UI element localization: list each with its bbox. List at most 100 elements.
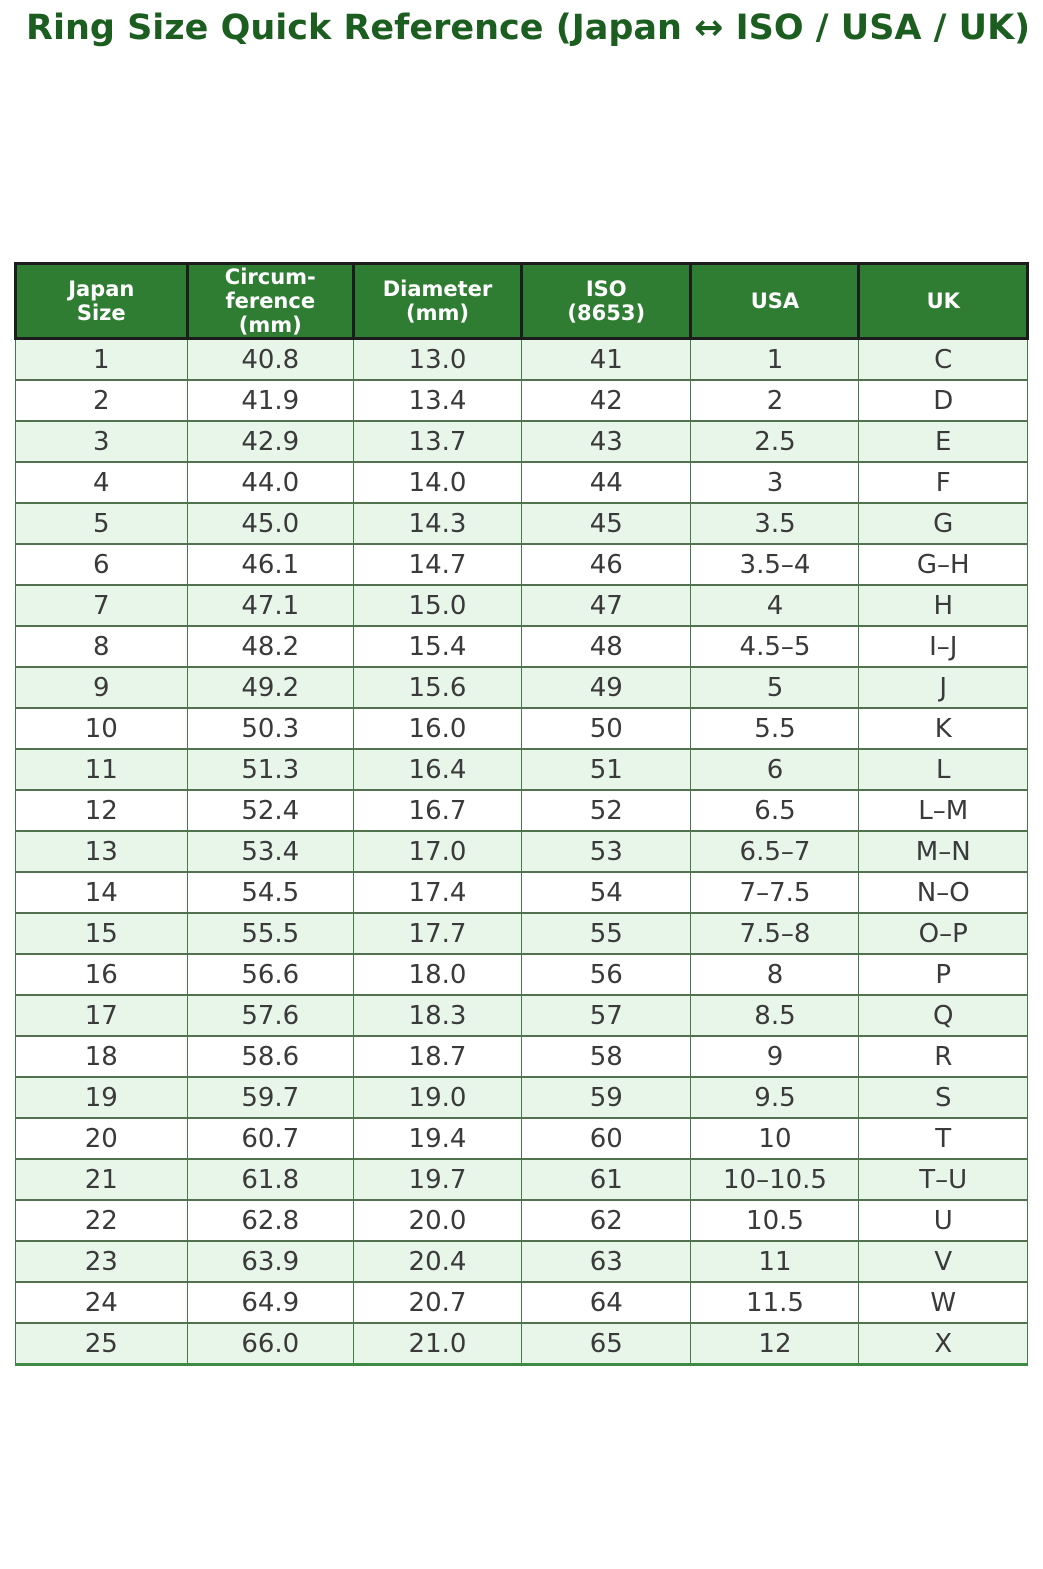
table-row: 19 59.7 19.0 59 9.5 S (15, 1076, 1028, 1119)
table-row: 22 62.8 20.0 62 10.5 U (15, 1199, 1028, 1242)
cell-iso: 43 (520, 420, 692, 463)
cell-japan-size: 16 (15, 953, 188, 996)
cell-circumference: 40.8 (186, 337, 355, 381)
cell-iso: 62 (520, 1199, 692, 1242)
cell-iso: 48 (520, 625, 692, 668)
cell-usa: 11.5 (690, 1281, 860, 1324)
cell-diameter: 19.4 (353, 1117, 522, 1160)
cell-circumference: 45.0 (186, 502, 355, 545)
cell-usa: 6.5–7 (690, 830, 860, 873)
cell-japan-size: 17 (15, 994, 188, 1037)
cell-japan-size: 18 (15, 1035, 188, 1078)
cell-usa: 8.5 (690, 994, 860, 1037)
cell-japan-size: 3 (15, 420, 188, 463)
cell-iso: 61 (520, 1158, 692, 1201)
cell-diameter: 15.4 (353, 625, 522, 668)
cell-japan-size: 10 (15, 707, 188, 750)
cell-diameter: 15.6 (353, 666, 522, 709)
cell-usa: 5.5 (690, 707, 860, 750)
cell-circumference: 53.4 (186, 830, 355, 873)
cell-uk: N–O (858, 871, 1028, 914)
cell-diameter: 18.3 (353, 994, 522, 1037)
page-title: Ring Size Quick Reference (Japan ↔ ISO /… (26, 8, 1031, 48)
table-header: Japan Size Circum- ference (mm) Diameter… (14, 262, 1029, 340)
header-row: Japan Size Circum- ference (mm) Diameter… (14, 262, 1029, 340)
table-row: 5 45.0 14.3 45 3.5 G (15, 502, 1028, 545)
cell-uk: K (858, 707, 1028, 750)
cell-japan-size: 21 (15, 1158, 188, 1201)
cell-diameter: 19.7 (353, 1158, 522, 1201)
cell-iso: 47 (520, 584, 692, 627)
table-body: 1 40.8 13.0 41 1 C 2 41.9 13.4 42 2 D 3 … (15, 337, 1028, 1366)
table-row: 23 63.9 20.4 63 11 V (15, 1240, 1028, 1283)
table-row: 6 46.1 14.7 46 3.5–4 G–H (15, 543, 1028, 586)
cell-iso: 58 (520, 1035, 692, 1078)
cell-circumference: 60.7 (186, 1117, 355, 1160)
cell-iso: 56 (520, 953, 692, 996)
cell-diameter: 19.0 (353, 1076, 522, 1119)
cell-circumference: 64.9 (186, 1281, 355, 1324)
table-row: 3 42.9 13.7 43 2.5 E (15, 420, 1028, 463)
cell-japan-size: 7 (15, 584, 188, 627)
cell-iso: 65 (520, 1322, 692, 1366)
cell-circumference: 55.5 (186, 912, 355, 955)
cell-diameter: 14.7 (353, 543, 522, 586)
cell-uk: H (858, 584, 1028, 627)
cell-japan-size: 4 (15, 461, 188, 504)
cell-uk: I–J (858, 625, 1028, 668)
table-row: 24 64.9 20.7 64 11.5 W (15, 1281, 1028, 1324)
cell-diameter: 14.3 (353, 502, 522, 545)
cell-usa: 8 (690, 953, 860, 996)
cell-diameter: 14.0 (353, 461, 522, 504)
cell-usa: 2.5 (690, 420, 860, 463)
cell-uk: R (858, 1035, 1028, 1078)
cell-iso: 51 (520, 748, 692, 791)
table-row: 25 66.0 21.0 65 12 X (15, 1322, 1028, 1366)
cell-usa: 2 (690, 379, 860, 422)
cell-usa: 10 (690, 1117, 860, 1160)
cell-diameter: 13.4 (353, 379, 522, 422)
cell-japan-size: 6 (15, 543, 188, 586)
cell-usa: 10.5 (690, 1199, 860, 1242)
header-cell-circumference: Circum- ference (mm) (185, 262, 356, 340)
cell-usa: 3 (690, 461, 860, 504)
cell-uk: J (858, 666, 1028, 709)
cell-usa: 3.5–4 (690, 543, 860, 586)
cell-iso: 63 (520, 1240, 692, 1283)
table-row: 21 61.8 19.7 61 10–10.5 T–U (15, 1158, 1028, 1201)
cell-circumference: 56.6 (186, 953, 355, 996)
cell-japan-size: 8 (15, 625, 188, 668)
table-row: 10 50.3 16.0 50 5.5 K (15, 707, 1028, 750)
cell-circumference: 57.6 (186, 994, 355, 1037)
cell-circumference: 49.2 (186, 666, 355, 709)
cell-japan-size: 20 (15, 1117, 188, 1160)
cell-uk: U (858, 1199, 1028, 1242)
table-row: 2 41.9 13.4 42 2 D (15, 379, 1028, 422)
cell-usa: 11 (690, 1240, 860, 1283)
cell-usa: 3.5 (690, 502, 860, 545)
cell-circumference: 54.5 (186, 871, 355, 914)
cell-usa: 5 (690, 666, 860, 709)
cell-iso: 60 (520, 1117, 692, 1160)
cell-uk: O–P (858, 912, 1028, 955)
cell-diameter: 16.7 (353, 789, 522, 832)
cell-circumference: 50.3 (186, 707, 355, 750)
table-row: 9 49.2 15.6 49 5 J (15, 666, 1028, 709)
cell-iso: 46 (520, 543, 692, 586)
cell-circumference: 62.8 (186, 1199, 355, 1242)
cell-circumference: 51.3 (186, 748, 355, 791)
cell-circumference: 48.2 (186, 625, 355, 668)
table-row: 14 54.5 17.4 54 7–7.5 N–O (15, 871, 1028, 914)
cell-circumference: 66.0 (186, 1322, 355, 1366)
cell-uk: E (858, 420, 1028, 463)
cell-circumference: 47.1 (186, 584, 355, 627)
cell-japan-size: 23 (15, 1240, 188, 1283)
cell-diameter: 17.7 (353, 912, 522, 955)
cell-diameter: 13.0 (353, 337, 522, 381)
cell-japan-size: 22 (15, 1199, 188, 1242)
cell-diameter: 21.0 (353, 1322, 522, 1366)
cell-uk: Q (858, 994, 1028, 1037)
table-row: 13 53.4 17.0 53 6.5–7 M–N (15, 830, 1028, 873)
cell-japan-size: 14 (15, 871, 188, 914)
cell-usa: 9.5 (690, 1076, 860, 1119)
